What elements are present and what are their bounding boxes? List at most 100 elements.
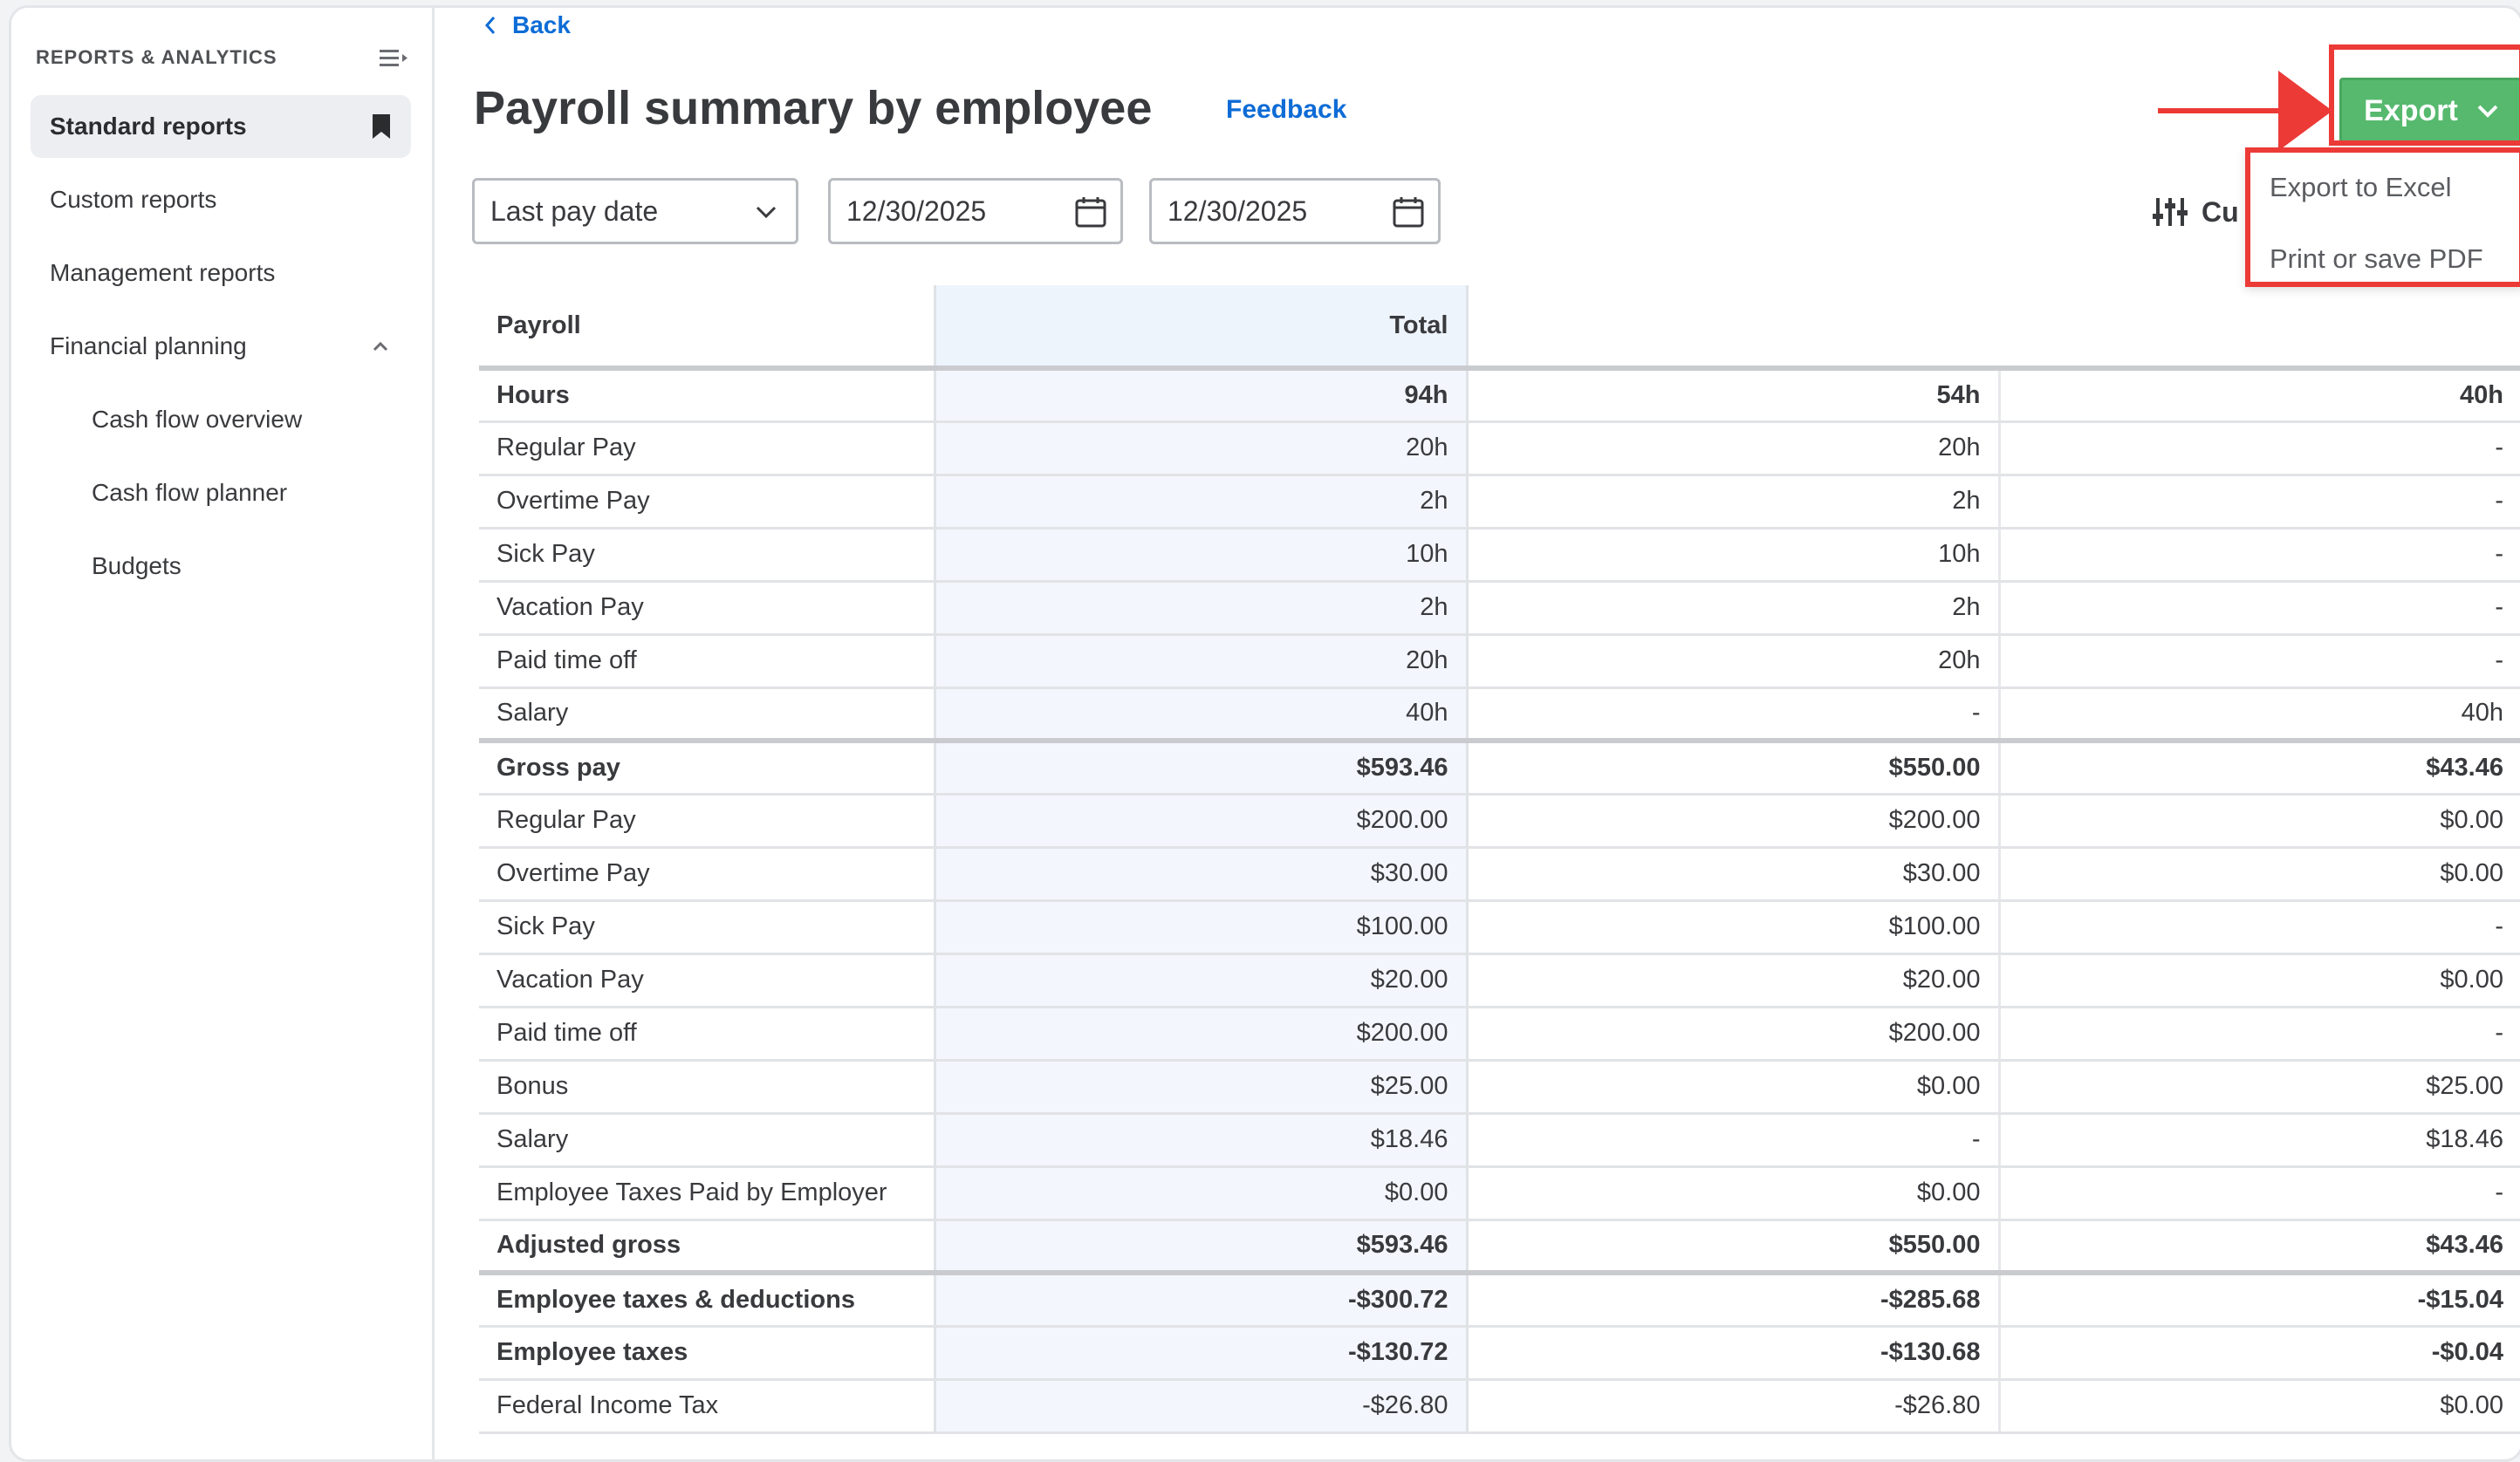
cell-value[interactable]: 2h [933,475,1469,529]
cell-value[interactable]: 54h [1467,368,2001,423]
cell-value[interactable]: $593.46 [933,738,1469,796]
cell-value[interactable]: $25.00 [1999,1060,2520,1115]
sidebar-item-label: Cash flow planner [92,479,288,506]
row-label: Overtime Pay [479,847,935,902]
sidebar-heading: REPORTS & ANALYTICS [36,46,277,68]
cell-value[interactable]: 10h [1467,528,2001,583]
cell-value[interactable]: $593.46 [933,1219,1469,1274]
row-label: Hours [479,368,935,423]
cell-value[interactable]: 40h [933,687,1469,742]
cell-value[interactable]: 2h [933,581,1469,636]
start-date-field[interactable]: 12/30/2025 [828,178,1123,244]
cell-value[interactable]: $43.46 [1999,738,2520,796]
cell-value[interactable]: $0.00 [1999,953,2520,1008]
sidebar-item-management-reports[interactable]: Management reports [31,242,411,304]
cell-value[interactable]: - [1999,475,2520,529]
cell-value[interactable]: -$130.68 [1467,1326,2001,1381]
calendar-icon[interactable] [1073,195,1108,229]
column-header[interactable]: Total [933,285,1469,371]
cell-value[interactable]: $30.00 [933,847,1469,902]
cell-value[interactable]: -$15.04 [1999,1270,2520,1328]
cell-value[interactable]: 20h [933,634,1469,689]
table-row: Paid time off 20h 20h - [479,634,2520,689]
sidebar-item-custom-reports[interactable]: Custom reports [31,168,411,231]
cell-value[interactable]: 2h [1467,475,2001,529]
cell-value[interactable]: 40h [1999,368,2520,423]
cell-value[interactable]: 2h [1467,581,2001,636]
cell-value[interactable]: $0.00 [1999,1379,2520,1434]
menu-item-print-or-save-pdf[interactable]: Print or save PDF [2270,243,2483,274]
export-label: Export [2364,93,2458,127]
menu-item-export-to-excel[interactable]: Export to Excel [2270,172,2452,202]
cell-value[interactable]: - [1999,1166,2520,1221]
date-range-select[interactable]: Last pay date [472,178,798,244]
cell-value[interactable]: $550.00 [1467,738,2001,796]
cell-value[interactable]: 40h [1999,687,2520,742]
table-row: Salary 40h -40h [479,687,2520,742]
cell-value[interactable]: $0.00 [1467,1166,2001,1221]
cell-value[interactable]: $0.00 [1467,1060,2001,1115]
back-link[interactable]: Back [483,11,571,39]
cell-value[interactable]: $200.00 [933,794,1469,849]
table-row: Employee taxes & deductions -$300.72 -$285… [479,1270,2520,1328]
cell-value[interactable]: - [1999,528,2520,583]
cell-value[interactable]: - [1999,1007,2520,1062]
table-row: Sick Pay $100.00 $100.00- [479,900,2520,955]
cell-value[interactable]: - [1999,421,2520,476]
table-row: Vacation Pay 2h 2h - [479,581,2520,636]
cell-value[interactable]: - [1999,581,2520,636]
cell-value[interactable]: $0.00 [1999,847,2520,902]
cell-value[interactable]: $20.00 [1467,953,2001,1008]
cell-value[interactable]: -$0.04 [1999,1326,2520,1381]
cell-value[interactable]: $200.00 [1467,1007,2001,1062]
cell-value[interactable]: $25.00 [933,1060,1469,1115]
table-row: Vacation Pay $20.00 $20.00 $0.00 [479,953,2520,1008]
cell-value[interactable]: 20h [1467,634,2001,689]
sidebar-item-budgets[interactable]: Budgets [31,535,411,598]
cell-value[interactable]: $18.46 [1999,1113,2520,1168]
cell-value[interactable]: $0.00 [933,1166,1469,1221]
customize-button[interactable]: Cu [2151,195,2239,229]
cell-value[interactable]: -$130.72 [933,1326,1469,1381]
cell-value[interactable]: $20.00 [933,953,1469,1008]
row-label: Salary [479,1113,935,1168]
row-label: Employee taxes & deductions [479,1270,935,1328]
cell-value[interactable]: $18.46 [933,1113,1469,1168]
sidebar-item-standard-reports[interactable]: Standard reports [31,95,411,158]
table-row: Regular Pay 20h 20h - [479,421,2520,476]
cell-value[interactable]: -$26.80 [933,1379,1469,1434]
cell-value[interactable]: - [1467,687,2001,742]
cell-value[interactable]: $200.00 [933,1007,1469,1062]
cell-value[interactable]: -$300.72 [933,1270,1469,1328]
table-row: Employee taxes -$130.72 -$130.68 -$0.04 [479,1326,2520,1381]
export-button[interactable]: Export [2339,78,2520,144]
cell-value[interactable]: $30.00 [1467,847,2001,902]
cell-value[interactable]: -$26.80 [1467,1379,2001,1434]
column-header[interactable] [1999,285,2520,371]
cell-value[interactable]: - [1999,900,2520,955]
sidebar-item-cash-flow-planner[interactable]: Cash flow planner [31,461,411,524]
cell-value[interactable]: $100.00 [933,900,1469,955]
cell-value[interactable]: - [1999,634,2520,689]
sidebar-item-label: Standard reports [50,113,247,140]
cell-value[interactable]: $0.00 [1999,794,2520,849]
row-label: Adjusted gross [479,1219,935,1274]
sidebar-item-financial-planning[interactable]: Financial planning [31,315,411,378]
cell-value[interactable]: 20h [933,421,1469,476]
calendar-icon[interactable] [1391,195,1426,229]
cell-value[interactable]: 94h [933,368,1469,423]
cell-value[interactable]: $100.00 [1467,900,2001,955]
column-header[interactable] [1467,285,1999,371]
collapse-sidebar-icon[interactable] [378,43,409,74]
cell-value[interactable]: - [1467,1113,2001,1168]
sidebar-item-cash-flow-overview[interactable]: Cash flow overview [31,388,411,451]
column-header[interactable]: Payroll [479,285,935,371]
cell-value[interactable]: $43.46 [1999,1219,2520,1274]
cell-value[interactable]: -$285.68 [1467,1270,2001,1328]
cell-value[interactable]: 20h [1467,421,2001,476]
feedback-link[interactable]: Feedback [1226,95,1347,124]
end-date-field[interactable]: 12/30/2025 [1149,178,1441,244]
cell-value[interactable]: $550.00 [1467,1219,2001,1274]
cell-value[interactable]: 10h [933,528,1469,583]
cell-value[interactable]: $200.00 [1467,794,2001,849]
